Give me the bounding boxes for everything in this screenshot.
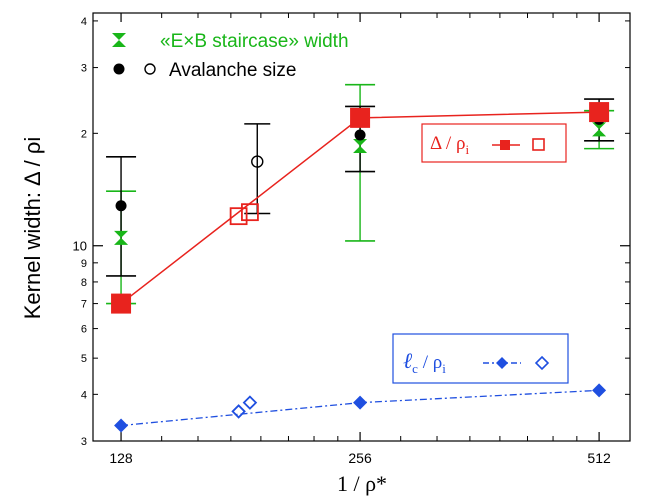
delta-point [111,293,132,314]
data-series [106,83,615,433]
y-minor-tick-label: 4 [81,389,87,401]
y-minor-tick-label: 2 [81,128,87,140]
staircase-point [353,138,368,153]
x-tick-label: 256 [348,450,372,466]
lc-annotation-text: ℓc / ρi [403,348,446,376]
y-minor-tick-label: 5 [81,353,87,365]
lc-annotation-marker-open [534,355,550,371]
y-minor-tick-label: 9 [81,258,87,270]
legend-marker-staircase [112,33,126,47]
y-minor-tick-label: 3 [81,63,87,75]
y-axis-label: Kernel width: Δ / ρi [20,137,45,320]
legend: «E×B staircase» width Avalanche size [112,31,349,81]
plot-frame [92,12,631,442]
y-minor-tick-label: 8 [81,277,87,289]
x-axis-ticks: 128 256 512 [109,13,611,466]
delta-point [589,102,610,123]
lc-open-point [231,404,246,419]
delta-annotation-marker-open [532,138,545,151]
lc-annotation-box [392,333,569,384]
delta-open-point [229,207,248,226]
legend-label-avalanche: Avalanche size [169,60,296,81]
y-minor-tick-label: 6 [81,324,87,336]
legend-hourglass-shape [112,33,126,47]
lc-annotation-marker-filled [496,357,508,369]
lc-annotation: ℓc / ρi [392,333,569,384]
x-tick-label: 128 [109,450,133,466]
y-axis-ticks: 10 3 4 5 6 7 8 9 2 3 4 [73,16,630,448]
legend-marker-avalanche-open [144,63,156,75]
avalanche-point [115,200,127,212]
y-minor-tick-label: 4 [81,16,87,28]
x-axis-label: 1 / ρ* [337,471,387,496]
delta-annotation: Δ / ρi [421,123,567,163]
x-tick-label: 512 [587,450,611,466]
avalanche-open-point [251,155,264,168]
delta-open-point [241,203,259,222]
lc-point [114,418,129,433]
lc-open-point [242,395,258,410]
lc-point [592,383,607,398]
delta-annotation-text: Δ / ρi [430,133,469,157]
staircase-point [114,230,129,245]
avalanche-point [354,129,366,141]
staircase-point [592,122,607,137]
y-tick-label: 10 [73,239,87,254]
y-minor-tick-label: 3 [81,436,87,448]
delta-annotation-marker-filled [500,140,510,150]
delta-point [350,107,371,128]
legend-marker-avalanche-filled [113,63,125,75]
lc-point [353,395,368,410]
legend-label-staircase: «E×B staircase» width [160,31,349,52]
delta-annotation-box [421,123,567,163]
y-minor-tick-label: 7 [81,299,87,311]
